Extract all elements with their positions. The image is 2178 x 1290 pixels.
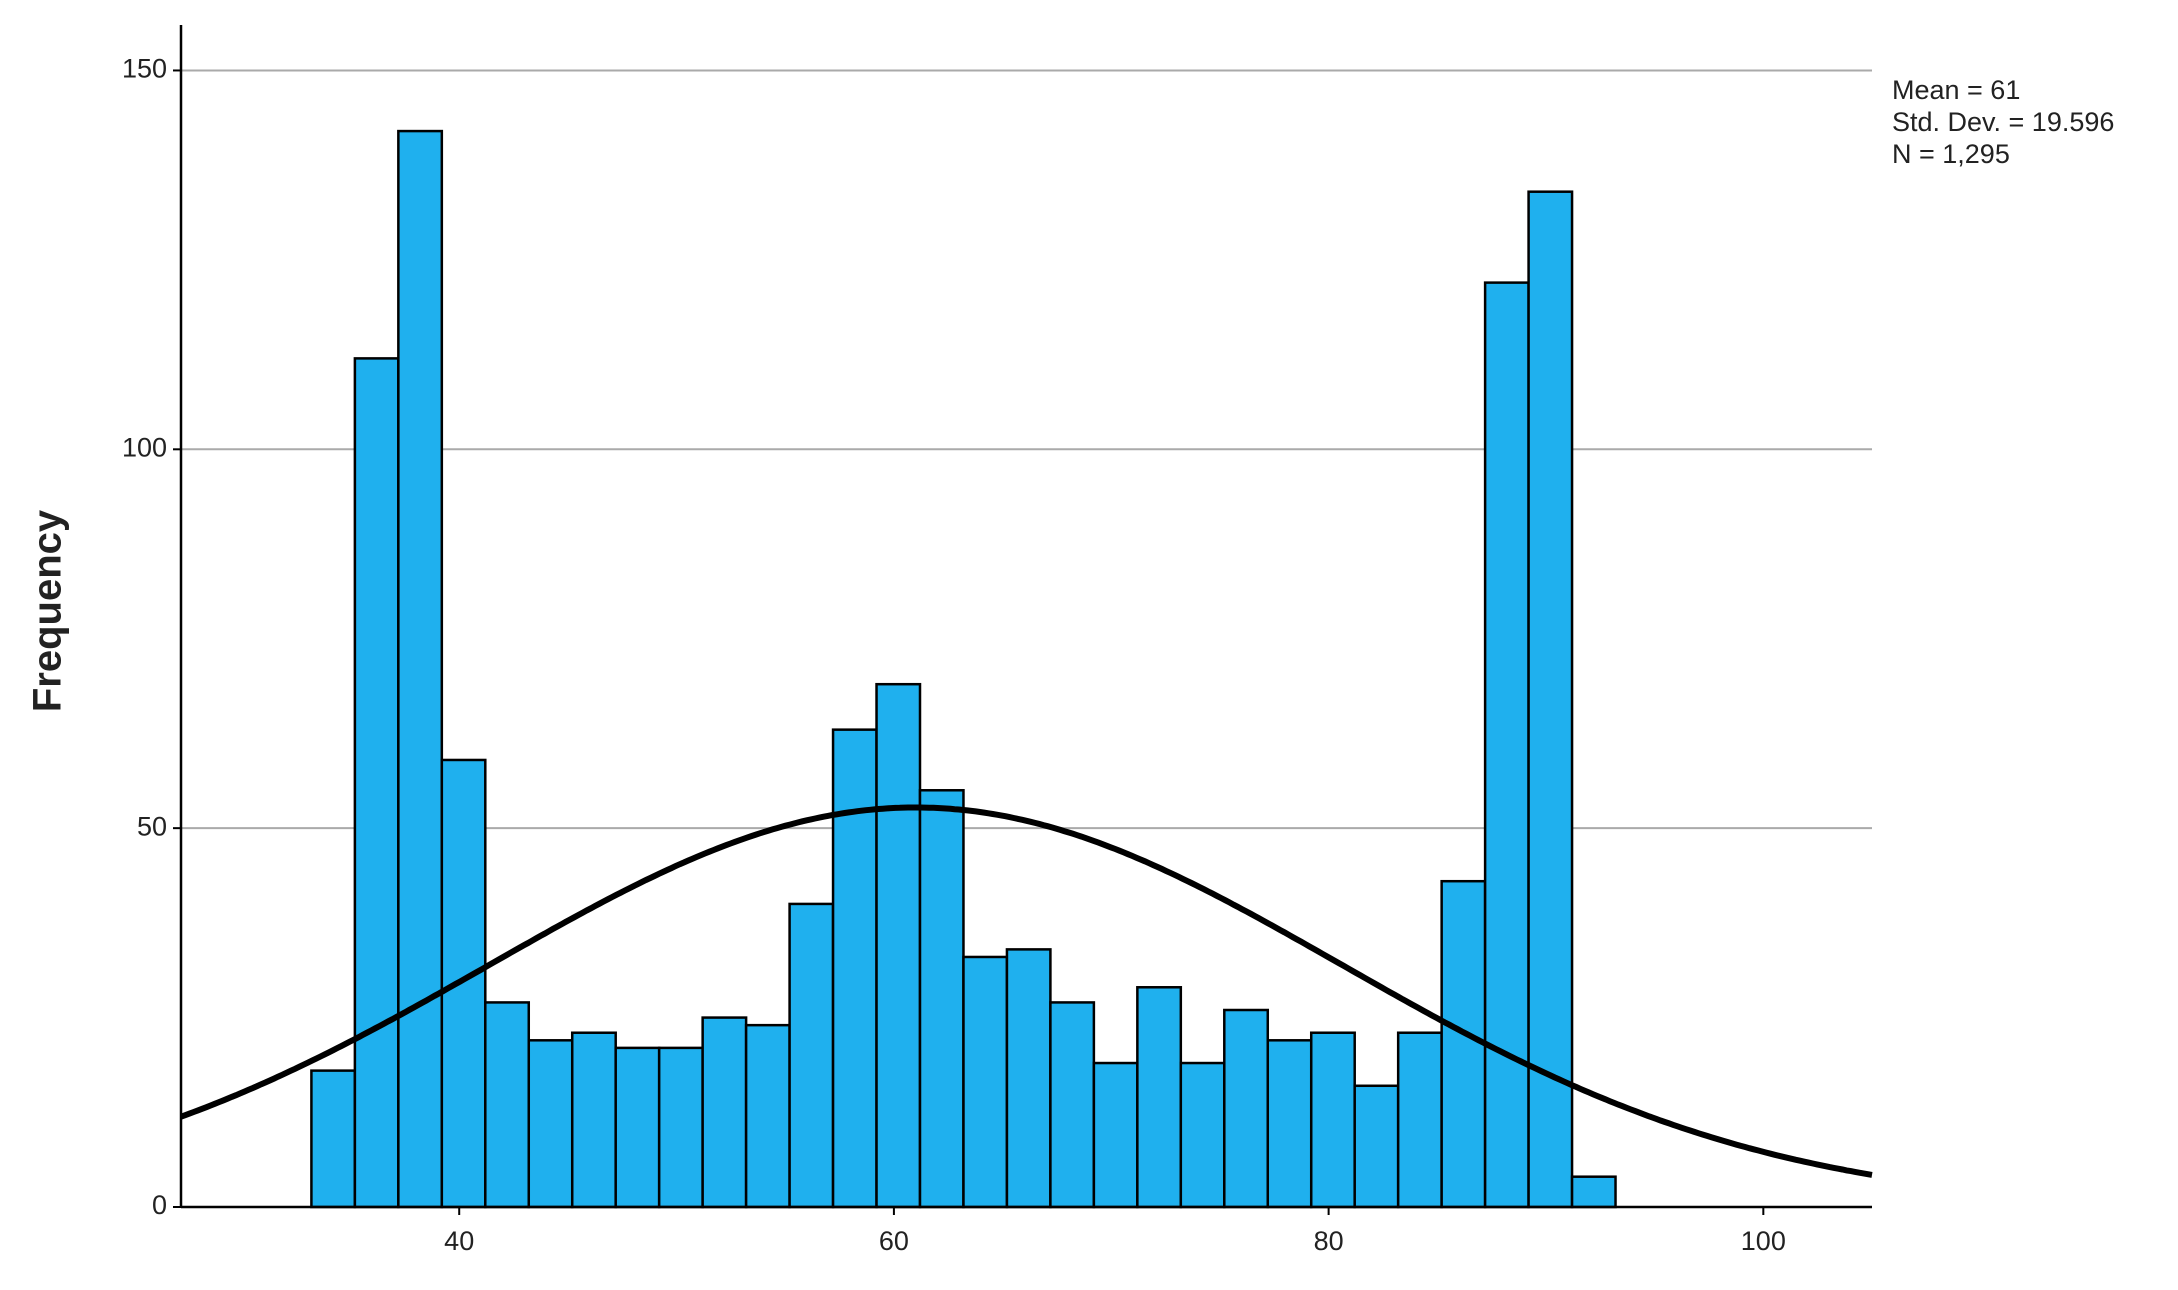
x-tick-label: 80 xyxy=(1314,1226,1344,1256)
bar xyxy=(1483,281,1530,1209)
bar xyxy=(1266,1039,1313,1209)
bar xyxy=(1396,1031,1443,1209)
bar xyxy=(701,1016,748,1209)
bar xyxy=(1049,1001,1096,1209)
x-tick-label: 100 xyxy=(1741,1226,1786,1256)
bar xyxy=(831,728,878,1209)
bar xyxy=(744,1023,791,1209)
bar xyxy=(962,955,1009,1209)
bar xyxy=(1092,1061,1139,1209)
bar xyxy=(484,1001,531,1209)
bar xyxy=(1440,879,1487,1209)
y-tick-label: 150 xyxy=(122,54,167,84)
stat-label: N = 1,295 xyxy=(1892,139,2010,169)
normal-curve xyxy=(179,804,1873,1178)
bar xyxy=(1527,190,1574,1209)
y-tick-label: 50 xyxy=(137,811,167,841)
bar xyxy=(1223,1008,1270,1209)
bar xyxy=(440,758,487,1209)
y-tick-label: 0 xyxy=(152,1190,167,1220)
bar xyxy=(875,682,922,1209)
x-tick-label: 60 xyxy=(879,1226,909,1256)
stat-label: Std. Dev. = 19.596 xyxy=(1892,107,2114,137)
y-tick-label: 100 xyxy=(122,432,167,462)
bar xyxy=(788,902,835,1209)
bar xyxy=(1136,986,1183,1209)
bar xyxy=(570,1031,617,1209)
bar xyxy=(918,789,965,1209)
bar xyxy=(397,129,444,1209)
y-axis-label: Frequency xyxy=(26,509,70,712)
stat-label: Mean = 61 xyxy=(1892,75,2020,105)
bar xyxy=(657,1046,704,1209)
x-tick-label: 40 xyxy=(444,1226,474,1256)
bar xyxy=(614,1046,661,1209)
bar xyxy=(1005,948,1052,1209)
bar xyxy=(1570,1175,1617,1209)
bar xyxy=(1179,1061,1226,1209)
bar xyxy=(527,1039,574,1209)
bar xyxy=(353,357,400,1209)
bar xyxy=(1353,1084,1400,1209)
bar xyxy=(310,1069,357,1209)
bar xyxy=(1309,1031,1356,1209)
